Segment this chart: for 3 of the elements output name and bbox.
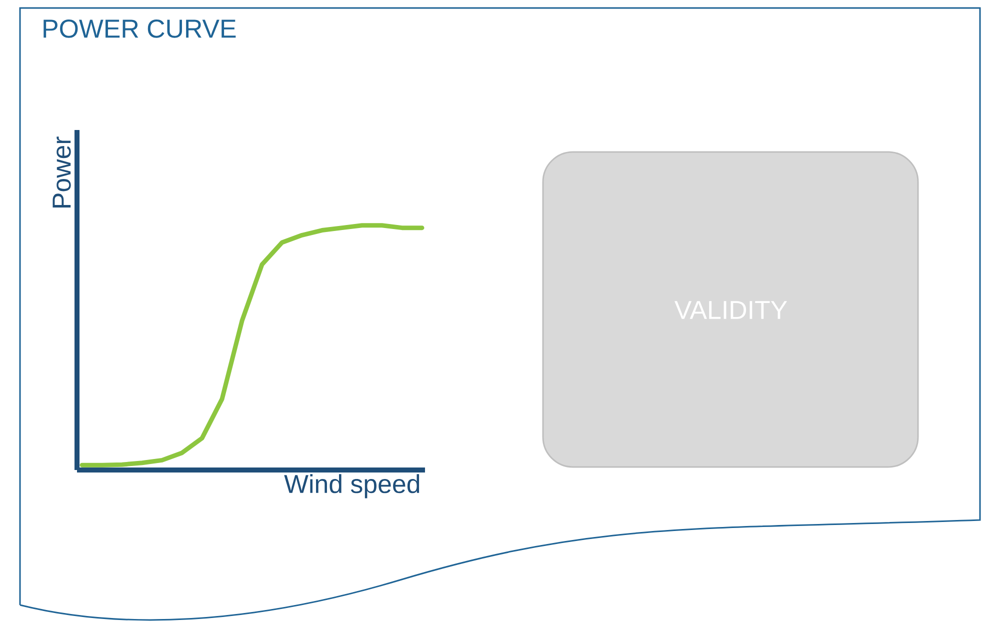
x-axis-title: Wind speed <box>284 474 420 498</box>
y-axis-title: Power <box>52 136 71 208</box>
chart-title: POWER CURVE <box>44 20 236 38</box>
